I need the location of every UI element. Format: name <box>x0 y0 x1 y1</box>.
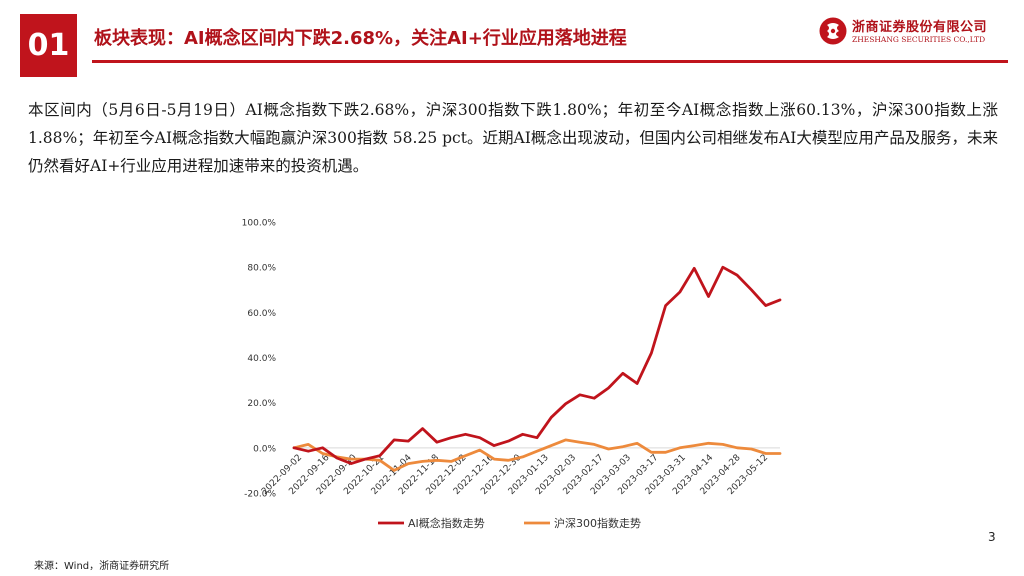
zheshang-logo-icon <box>819 17 847 45</box>
brand-name-cn: 浙商证券股份有限公司 <box>852 20 988 35</box>
line-chart: -20.0% 0.0% 20.0% 40.0% 60.0% 80.0% 100.0% 2022… <box>228 208 818 538</box>
series-line <box>292 265 782 466</box>
company-logo: 浙商证券股份有限公司 ZHESHANG SECURITIES CO.,LTD <box>818 14 1008 54</box>
page-number: 3 <box>988 530 996 544</box>
legend-label: AI概念指数走势 <box>408 516 485 530</box>
y-tick-label: 20.0% <box>247 399 276 409</box>
header-divider <box>92 60 1008 63</box>
brand-name-en: ZHESHANG SECURITIES CO.,LTD <box>852 35 986 44</box>
slide-title: 板块表现：AI概念区间内下跌2.68%，关注AI+行业应用落地进程 <box>94 28 627 49</box>
y-tick-label: 40.0% <box>247 354 276 364</box>
y-tick-label: 100.0% <box>242 219 277 229</box>
summary-paragraph: 本区间内（5月6日-5月19日）AI概念指数下跌2.68%，沪深300指数下跌1… <box>28 101 998 175</box>
y-tick-label: -20.0% <box>244 490 276 500</box>
source-note: 来源：Wind，浙商证券研究所 <box>34 561 170 572</box>
slide-number-badge: 01 <box>20 14 77 77</box>
y-tick-label: 0.0% <box>253 444 276 454</box>
legend-label: 沪深300指数走势 <box>554 516 641 530</box>
y-tick-label: 60.0% <box>247 309 276 319</box>
chart-canvas: -20.0%0.0%20.0%40.0%60.0%80.0%100.0%2022… <box>242 219 782 530</box>
y-tick-label: 80.0% <box>247 264 276 274</box>
series-line <box>292 438 782 472</box>
